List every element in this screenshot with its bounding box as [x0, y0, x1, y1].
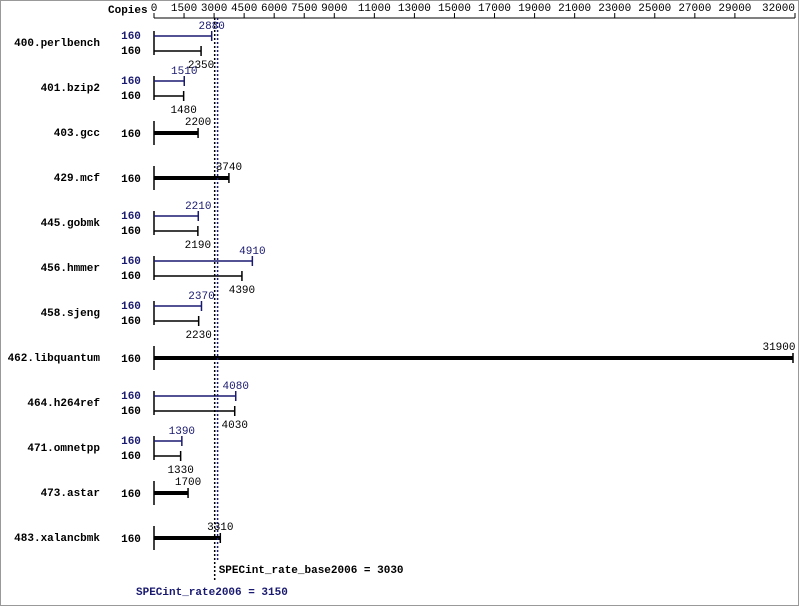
- copies: 160: [121, 129, 141, 141]
- copies: 160: [121, 489, 141, 501]
- x-tick-label: 13000: [398, 3, 431, 15]
- copies: 160: [121, 46, 141, 58]
- benchmark-name: 464.h264ref: [27, 398, 100, 410]
- value-label: 4910: [239, 246, 265, 258]
- x-tick-label: 0: [151, 3, 158, 15]
- value-label: 1330: [167, 465, 193, 477]
- x-tick-label: 1500: [171, 3, 197, 15]
- value-label: 4080: [223, 381, 249, 393]
- x-tick-label: 29000: [718, 3, 751, 15]
- x-tick-label: 3000: [201, 3, 227, 15]
- copies: 160: [121, 451, 141, 463]
- copies: 160: [121, 316, 141, 328]
- value-label: 1700: [175, 477, 201, 489]
- benchmark-name: 445.gobmk: [41, 218, 101, 230]
- benchmark-name: 462.libquantum: [8, 353, 101, 365]
- benchmark-name: 403.gcc: [54, 128, 100, 140]
- benchmark-name: 483.xalancbmk: [14, 533, 100, 545]
- copies: 160: [121, 31, 141, 43]
- copies: 160: [121, 436, 141, 448]
- value-label: 2200: [185, 117, 211, 129]
- copies: 160: [121, 391, 141, 403]
- x-tick-label: 32000: [762, 3, 795, 15]
- reference-label: SPECint_rate_base2006 = 3030: [219, 565, 404, 577]
- copies: 160: [121, 354, 141, 366]
- value-label: 31900: [762, 342, 795, 354]
- x-tick-label: 21000: [558, 3, 591, 15]
- benchmark-name: 429.mcf: [54, 173, 101, 185]
- copies-header: Copies: [108, 5, 148, 17]
- copies: 160: [121, 211, 141, 223]
- x-tick-label: 11000: [358, 3, 391, 15]
- value-label: 3740: [216, 162, 242, 174]
- value-label: 1390: [169, 426, 195, 438]
- copies: 160: [121, 534, 141, 546]
- x-tick-label: 19000: [518, 3, 551, 15]
- value-label: 4030: [222, 420, 248, 432]
- x-tick-label: 9000: [321, 3, 347, 15]
- copies: 160: [121, 91, 141, 103]
- value-label: 2190: [185, 240, 211, 252]
- copies: 160: [121, 226, 141, 238]
- x-tick-label: 27000: [678, 3, 711, 15]
- value-label: 1480: [170, 105, 196, 117]
- value-label: 2880: [198, 21, 224, 33]
- x-tick-label: 7500: [291, 3, 317, 15]
- x-tick-label: 17000: [478, 3, 511, 15]
- copies: 160: [121, 406, 141, 418]
- value-label: 2370: [188, 291, 214, 303]
- copies: 160: [121, 271, 141, 283]
- reference-label: SPECint_rate2006 = 3150: [136, 587, 288, 599]
- x-tick-label: 6000: [261, 3, 287, 15]
- copies: 160: [121, 256, 141, 268]
- benchmark-name: 401.bzip2: [41, 83, 100, 95]
- value-label: 2210: [185, 201, 211, 213]
- value-label: 3310: [207, 522, 233, 534]
- copies: 160: [121, 174, 141, 186]
- x-tick-label: 15000: [438, 3, 471, 15]
- benchmark-name: 456.hmmer: [41, 263, 100, 275]
- x-tick-label: 4500: [231, 3, 257, 15]
- benchmark-name: 471.omnetpp: [27, 443, 100, 455]
- value-label: 1510: [171, 66, 197, 78]
- benchmark-name: 458.sjeng: [41, 308, 100, 320]
- copies: 160: [121, 76, 141, 88]
- value-label: 2350: [188, 60, 214, 72]
- x-tick-label: 23000: [598, 3, 631, 15]
- value-label: 2230: [185, 330, 211, 342]
- x-tick-label: 25000: [638, 3, 671, 15]
- value-label: 4390: [229, 285, 255, 297]
- copies: 160: [121, 301, 141, 313]
- benchmark-name: 400.perlbench: [14, 38, 100, 50]
- benchmark-name: 473.astar: [41, 488, 100, 500]
